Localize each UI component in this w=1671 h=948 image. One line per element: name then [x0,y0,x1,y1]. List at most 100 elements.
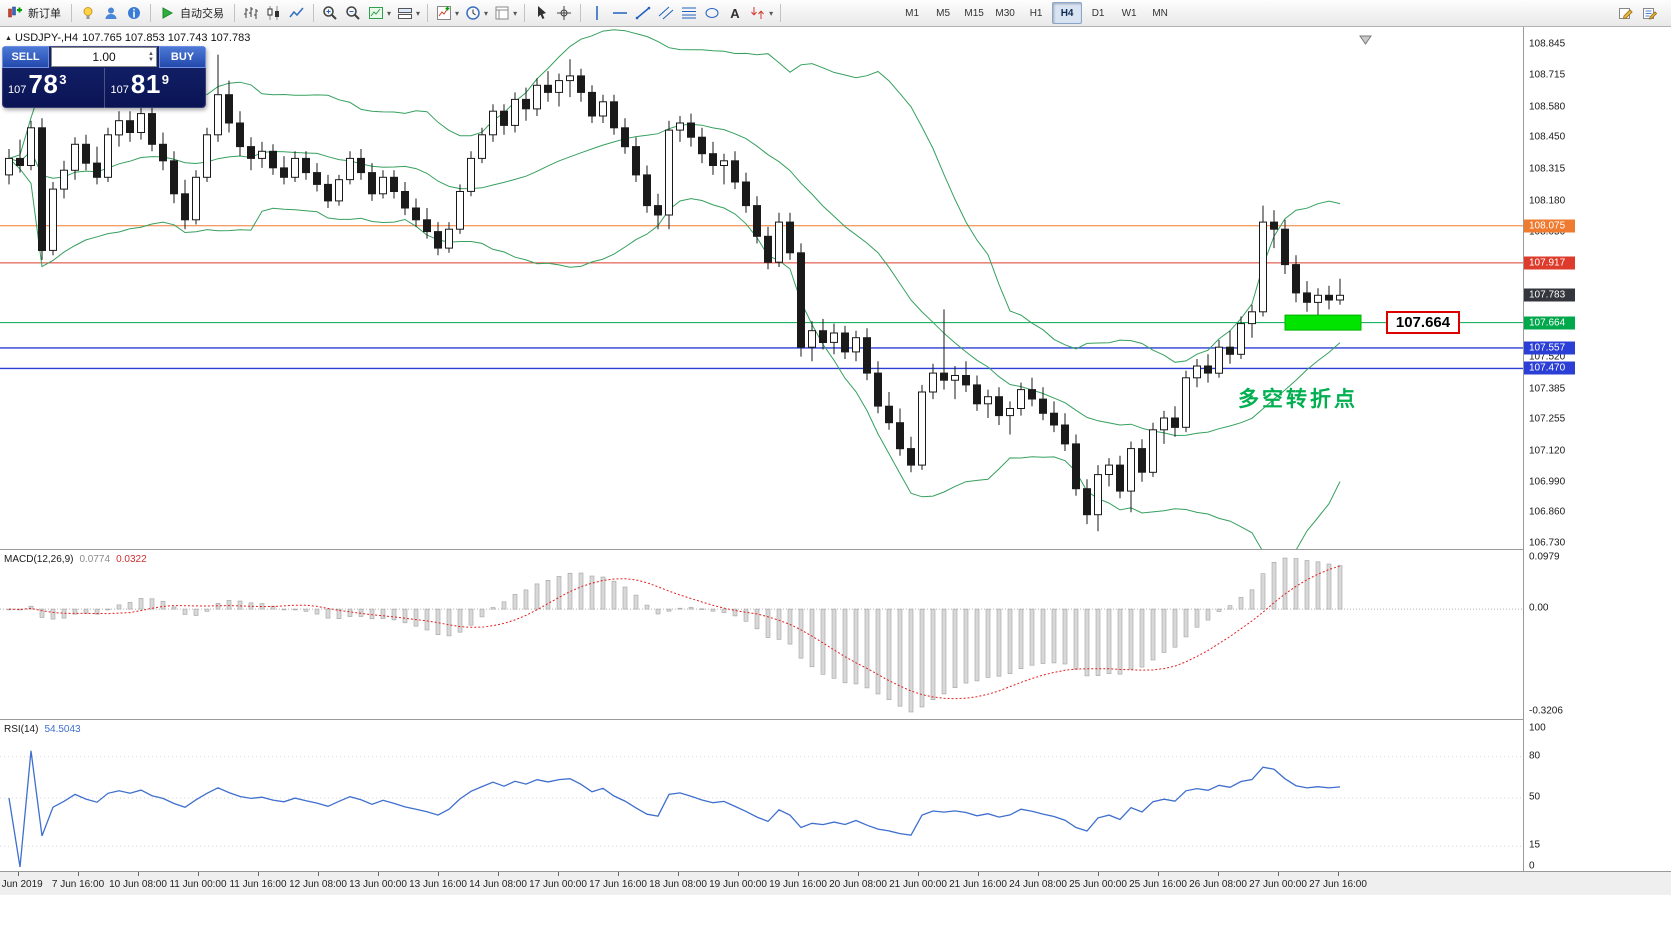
time-axis-tick [1218,872,1219,876]
buy-button[interactable]: BUY [159,46,206,68]
timeframe-M5[interactable]: M5 [936,7,951,19]
vline-tool-button[interactable] [586,2,608,24]
publish-button[interactable] [1615,2,1637,24]
hline-price-tag: 107.557 [1524,341,1575,355]
time-axis-label: 21 Jun 16:00 [949,879,1007,890]
text-tool-button[interactable]: A [724,2,746,24]
time-axis-label: 20 Jun 08:00 [829,879,887,890]
timeframe-W1[interactable]: W1 [1121,7,1137,19]
price-tick-label: 106.860 [1529,506,1566,518]
indicators-button[interactable] [433,2,455,24]
cursor-tool-button[interactable] [530,2,552,24]
spin-up-icon[interactable]: ▲ [148,51,154,57]
one-click-trading-panel: SELL 1.00 ▲ ▼ BUY 107783 107819 [2,46,206,108]
periods-button-caret[interactable]: ▾ [484,8,489,18]
bid-prefix: 107 [8,84,27,96]
time-axis-label: 7 Jun 2019 [0,879,43,890]
profiles-button-caret[interactable]: ▾ [416,8,421,18]
line-chart-mode-button[interactable] [286,2,308,24]
current-price-tag: 107.783 [1524,288,1575,302]
time-axis-label: 12 Jun 08:00 [289,879,347,890]
chart-annotation-text: 多空转折点 [1238,388,1358,411]
bar-chart-mode-button[interactable] [240,2,262,24]
price-tick-label: 107.255 [1529,413,1566,425]
bid-pip: 3 [59,72,67,87]
profiles-button[interactable] [394,2,416,24]
price-axis[interactable]: 108.845 108.715 108.580 108.450 108.315 108.1… [1523,27,1671,872]
market-watch-button[interactable] [77,2,99,24]
timeframe-H4[interactable]: H4 [1052,2,1083,24]
bid-price-display[interactable]: 107783 [2,68,104,108]
timeframe-MN[interactable]: MN [1152,7,1168,19]
rsi-label: RSI(14) [4,724,39,735]
price-tick-label: 108.715 [1529,69,1566,81]
sell-button[interactable]: SELL [2,46,49,68]
time-axis-tick [918,872,919,876]
toolbar-separator [71,4,72,22]
time-axis-tick [1098,872,1099,876]
macd-histogram [6,557,1343,713]
rsi-panel[interactable]: RSI(14) 54.5043 [0,719,1523,871]
horizontal-lines[interactable] [0,225,1523,370]
hline-price-tag: 108.075 [1524,219,1575,233]
volume-input[interactable]: 1.00 ▲ ▼ [51,47,157,67]
new-order-button-label[interactable]: 新订单 [28,8,61,20]
templates-button-caret[interactable]: ▾ [513,8,518,18]
time-axis-label: 19 Jun 00:00 [709,879,767,890]
time-axis-label: 10 Jun 08:00 [109,879,167,890]
volume-spinner[interactable]: ▲ ▼ [148,48,154,66]
timeframe-M15[interactable]: M15 [964,7,984,19]
hline-tool-button[interactable] [609,2,631,24]
channel-tool-button[interactable] [655,2,677,24]
crosshair-tool-button[interactable] [553,2,575,24]
zoom-out-button[interactable] [342,2,364,24]
price-tick-label: 106.990 [1529,476,1566,488]
timeframe-H1[interactable]: H1 [1029,7,1043,19]
hline-price-tag: 107.917 [1524,256,1575,270]
new-chart-button-caret[interactable]: ▾ [387,8,392,18]
templates-button[interactable] [491,2,513,24]
accounts-button[interactable] [100,2,122,24]
time-axis-label: 26 Jun 08:00 [1189,879,1247,890]
arrows-tool-button[interactable] [747,2,769,24]
time-axis-tick [618,872,619,876]
symbol-info: ▲ USDJPY-,H4 107.765 107.853 107.743 107.7… [5,32,254,44]
time-axis-tick [858,872,859,876]
shapes-tool-button[interactable] [701,2,723,24]
toolbar-separator [524,4,526,22]
indicators-button-caret[interactable]: ▾ [455,8,460,18]
spin-down-icon[interactable]: ▼ [148,57,154,63]
arrows-tool-button-caret[interactable]: ▾ [769,8,774,18]
new-order-button[interactable] [4,2,26,24]
timeframe-M30[interactable]: M30 [995,7,1015,19]
main-chart-panel[interactable]: ▲ USDJPY-,H4 107.765 107.853 107.743 107.7… [0,27,1523,549]
ask-price-display[interactable]: 107819 [103,68,207,108]
time-axis-tick [978,872,979,876]
zoom-in-button[interactable] [319,2,341,24]
timeframe-M1[interactable]: M1 [905,7,920,19]
timeframe-D1[interactable]: D1 [1091,7,1105,19]
price-tick-label: 108.180 [1529,195,1566,207]
price-tick-label: 108.450 [1529,131,1566,143]
time-axis-tick [438,872,439,876]
trendline-tool-button[interactable] [632,2,654,24]
macd-axis-zero: 0.00 [1529,602,1549,614]
periods-button[interactable] [462,2,484,24]
fibonacci-tool-button[interactable] [678,2,700,24]
toolbar-separator [150,4,151,22]
candlestick-mode-button[interactable] [263,2,285,24]
notes-button[interactable] [1639,2,1661,24]
one-click-toggle-icon[interactable]: ▲ [5,35,12,42]
auto-trading-button-label[interactable]: 自动交易 [180,8,224,20]
chart-shift-marker-icon[interactable] [1359,35,1372,45]
ask-prefix: 107 [110,84,129,96]
new-chart-button[interactable] [365,2,387,24]
macd-panel[interactable]: MACD(12,26,9) 0.0774 0.0322 [0,549,1523,719]
info-button[interactable] [123,2,145,24]
auto-trading-button[interactable] [156,2,178,24]
rsi-value: 54.5043 [44,724,81,735]
time-axis-tick [498,872,499,876]
price-chart-svg[interactable] [0,27,1523,549]
rsi-svg [0,750,1523,868]
